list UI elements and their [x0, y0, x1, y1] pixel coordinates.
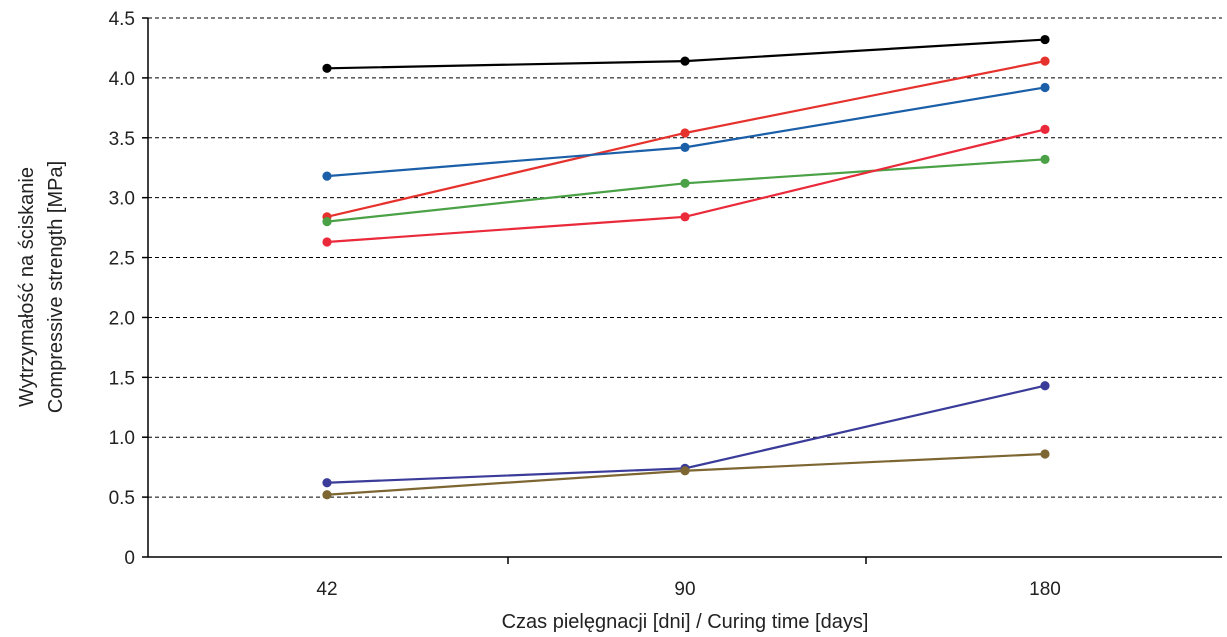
y-axis-title-line1: Wytrzymałość na ściskanie	[16, 167, 38, 407]
data-point	[680, 212, 690, 222]
series-7	[322, 449, 1050, 500]
x-axis-title: Czas pielęgnacji [dni] / Curing time [da…	[502, 611, 869, 633]
y-tick-label: 2.5	[109, 249, 135, 270]
data-point	[1040, 124, 1050, 134]
gridlines	[148, 17, 1222, 498]
data-point	[680, 128, 690, 138]
data-point	[680, 56, 690, 66]
series-2	[322, 56, 1050, 222]
data-point	[1040, 381, 1050, 391]
data-point	[322, 237, 332, 247]
series-1	[322, 34, 1050, 73]
data-point	[680, 466, 690, 476]
data-point	[1040, 154, 1050, 164]
y-tick-label: 4.5	[109, 9, 135, 30]
data-point	[1040, 82, 1050, 93]
y-tick-label: 2.0	[109, 308, 135, 329]
data-point	[322, 171, 332, 181]
data-point	[1040, 34, 1050, 45]
y-tick-label: 1.5	[109, 368, 135, 389]
series-3	[322, 82, 1050, 181]
y-tick-label: 1.0	[109, 428, 135, 449]
data-point	[322, 490, 332, 500]
x-tick-label: 180	[1029, 579, 1061, 600]
y-tick-label: 0	[124, 548, 135, 569]
y-tick-label: 3.0	[109, 189, 135, 210]
y-axis-title: Wytrzymałość na ściskanie Compressive st…	[16, 161, 67, 413]
data-point	[1040, 449, 1050, 459]
data-point	[322, 478, 332, 488]
x-tick-label: 90	[674, 579, 695, 600]
y-tick-label: 0.5	[109, 488, 135, 509]
series-5	[322, 124, 1050, 247]
x-ticks: 42 90 180	[316, 557, 1061, 600]
y-ticks: 0 0.5 1.0 1.5 2.0 2.5 3.0 3.5 4.0 4.5	[109, 9, 148, 569]
axes	[147, 18, 1222, 558]
data-point	[680, 142, 690, 152]
x-tick-label: 42	[316, 579, 337, 600]
series-group	[322, 34, 1050, 500]
y-tick-label: 3.5	[109, 129, 135, 150]
data-point	[322, 217, 332, 227]
data-point	[1040, 56, 1050, 66]
data-point	[680, 178, 690, 188]
y-tick-label: 4.0	[109, 69, 135, 90]
data-point	[322, 63, 332, 73]
series-line	[326, 60, 1046, 218]
series-4	[322, 154, 1050, 227]
y-axis-title-line2: Compressive strength [MPa]	[45, 161, 67, 413]
